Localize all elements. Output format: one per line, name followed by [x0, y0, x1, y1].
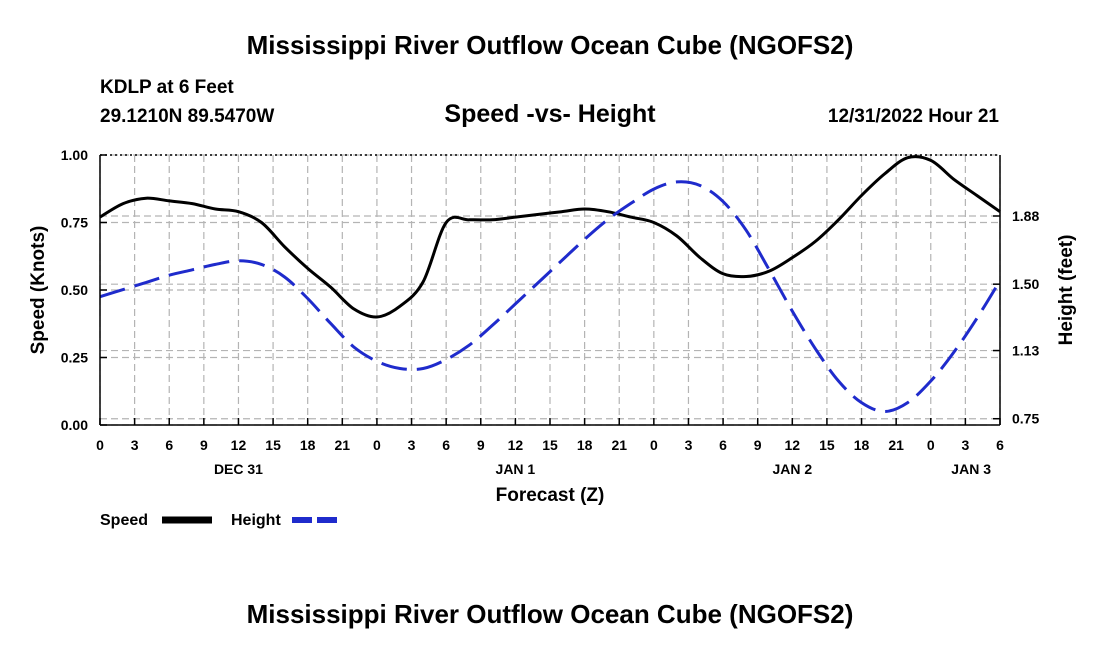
y2-tick-label: 1.13 [1012, 343, 1039, 359]
speed-height-chart: 0 3 6 9 12 15 18 21 0 3 6 9 12 15 18 21 0 3 6 9 12 15 18 21 0 3 6 D… [28, 147, 1077, 529]
x-tick-label: 15 [265, 437, 281, 453]
legend-height-label: Height [231, 512, 281, 529]
y-axis-title: Speed (Knots) [28, 226, 49, 355]
day-label: JAN 3 [951, 461, 991, 477]
x-tick-label: 15 [542, 437, 558, 453]
legend-speed-label: Speed [100, 512, 148, 529]
day-label: JAN 2 [772, 461, 812, 477]
x-tick-label: 0 [96, 437, 104, 453]
x-tick-label: 21 [611, 437, 627, 453]
x-tick-label: 9 [754, 437, 762, 453]
y-tick-label: 0.00 [61, 417, 88, 433]
x-tick-label: 3 [961, 437, 969, 453]
x-tick-label: 9 [200, 437, 208, 453]
chart-title: Mississippi River Outflow Ocean Cube (NG… [246, 30, 854, 60]
axis-labels: 0 3 6 9 12 15 18 21 0 3 6 9 12 15 18 21 0 3 6 9 12 15 18 21 0 3 6 D… [28, 147, 1077, 506]
y2-tick-label: 0.75 [1012, 411, 1039, 427]
day-label: DEC 31 [214, 461, 263, 477]
x-tick-label: 18 [854, 437, 870, 453]
y-tick-label: 0.25 [61, 350, 88, 366]
x-tick-label: 21 [335, 437, 351, 453]
x-axis-title: Forecast (Z) [496, 485, 605, 506]
x-tick-label: 12 [508, 437, 524, 453]
y-tick-label: 0.75 [61, 215, 88, 231]
x-tick-label: 6 [442, 437, 450, 453]
forecast-timestamp: 12/31/2022 Hour 21 [827, 106, 999, 127]
legend: Speed Height [100, 512, 342, 529]
x-tick-label: 18 [577, 437, 593, 453]
x-tick-label: 3 [131, 437, 139, 453]
x-tick-label: 6 [719, 437, 727, 453]
grid [99, 154, 1001, 426]
chart-subtitle: Speed -vs- Height [444, 100, 656, 128]
axes [99, 154, 1001, 426]
series-layer [99, 155, 1002, 413]
x-tick-label: 0 [927, 437, 935, 453]
y-tick-label: 0.50 [61, 282, 88, 298]
x-tick-label: 9 [477, 437, 485, 453]
x-tick-label: 6 [996, 437, 1004, 453]
y2-tick-label: 1.88 [1012, 208, 1039, 224]
y-tick-label: 1.00 [61, 147, 88, 163]
speed-series-line [99, 155, 1001, 319]
x-tick-label: 3 [685, 437, 693, 453]
x-tick-label: 0 [650, 437, 658, 453]
x-tick-label: 18 [300, 437, 316, 453]
x-tick-label: 0 [373, 437, 381, 453]
x-tick-label: 6 [165, 437, 173, 453]
x-tick-label: 21 [888, 437, 904, 453]
station-label: KDLP at 6 Feet [100, 77, 234, 98]
y2-axis-title: Height (feet) [1056, 235, 1077, 346]
height-series-line [99, 180, 1002, 413]
y2-tick-label: 1.50 [1012, 276, 1039, 292]
x-tick-label: 12 [785, 437, 801, 453]
station-coordinates: 29.1210N 89.5470W [100, 106, 275, 127]
day-label: JAN 1 [496, 461, 536, 477]
x-tick-label: 12 [231, 437, 247, 453]
x-tick-label: 3 [408, 437, 416, 453]
x-tick-label: 15 [819, 437, 835, 453]
footer-title: Mississippi River Outflow Ocean Cube (NG… [246, 599, 854, 629]
